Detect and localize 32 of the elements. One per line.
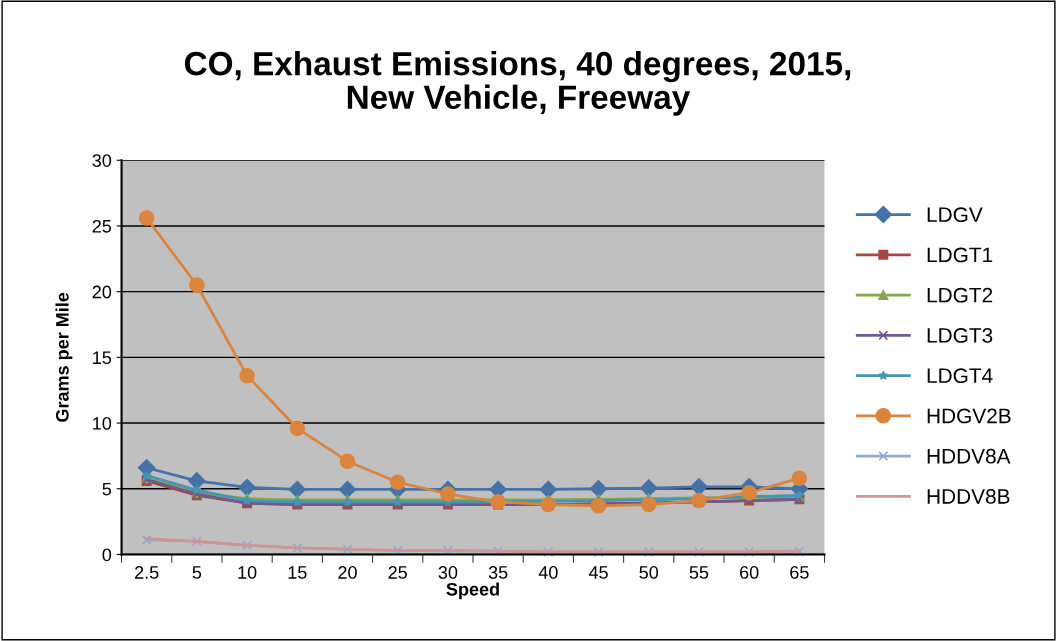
y-tick-label: 30 <box>92 154 112 167</box>
x-axis-title: Speed <box>446 582 499 600</box>
legend-label: LDGV <box>927 207 983 223</box>
x-tick-label: 15 <box>288 566 307 579</box>
y-tick-label: 0 <box>102 548 112 562</box>
x-tick-label: 50 <box>639 566 659 579</box>
legend-label: HDDV8A <box>927 448 1011 464</box>
x-tick-label: 40 <box>538 566 558 579</box>
x-tick-label: 10 <box>238 566 257 579</box>
legend-label: LDGT1 <box>927 247 993 263</box>
legend-label: LDGT2 <box>927 287 993 303</box>
chart-title: CO, Exhaust Emissions, 40 degrees, 2015, New Vehicle, Freeway <box>184 50 851 116</box>
legend-label: LDGT4 <box>927 368 993 384</box>
y-tick-label: 5 <box>102 482 112 496</box>
x-tick-label: 45 <box>588 566 608 579</box>
y-tick-label: 20 <box>92 285 112 299</box>
x-tick-label: 20 <box>338 566 357 579</box>
x-tick-label: 60 <box>740 566 759 579</box>
x-tick-label: 55 <box>689 566 709 579</box>
legend-label: LDGT3 <box>927 328 993 343</box>
x-tick-label: 5 <box>192 566 202 579</box>
x-tick-label: 30 <box>438 566 458 579</box>
y-tick-label: 25 <box>92 219 112 233</box>
x-tick-label: 2.5 <box>135 566 159 579</box>
y-tick-label: 10 <box>93 416 112 430</box>
y-axis-title: Grams per Mile <box>55 292 73 422</box>
legend-label: HDGV2B <box>927 408 1011 424</box>
y-tick-label: 15 <box>93 351 112 365</box>
legend-label: HDDV8B <box>927 489 1010 504</box>
x-tick-label: 25 <box>388 566 407 579</box>
x-tick-label: 35 <box>488 566 508 579</box>
x-tick-label: 65 <box>790 566 809 579</box>
